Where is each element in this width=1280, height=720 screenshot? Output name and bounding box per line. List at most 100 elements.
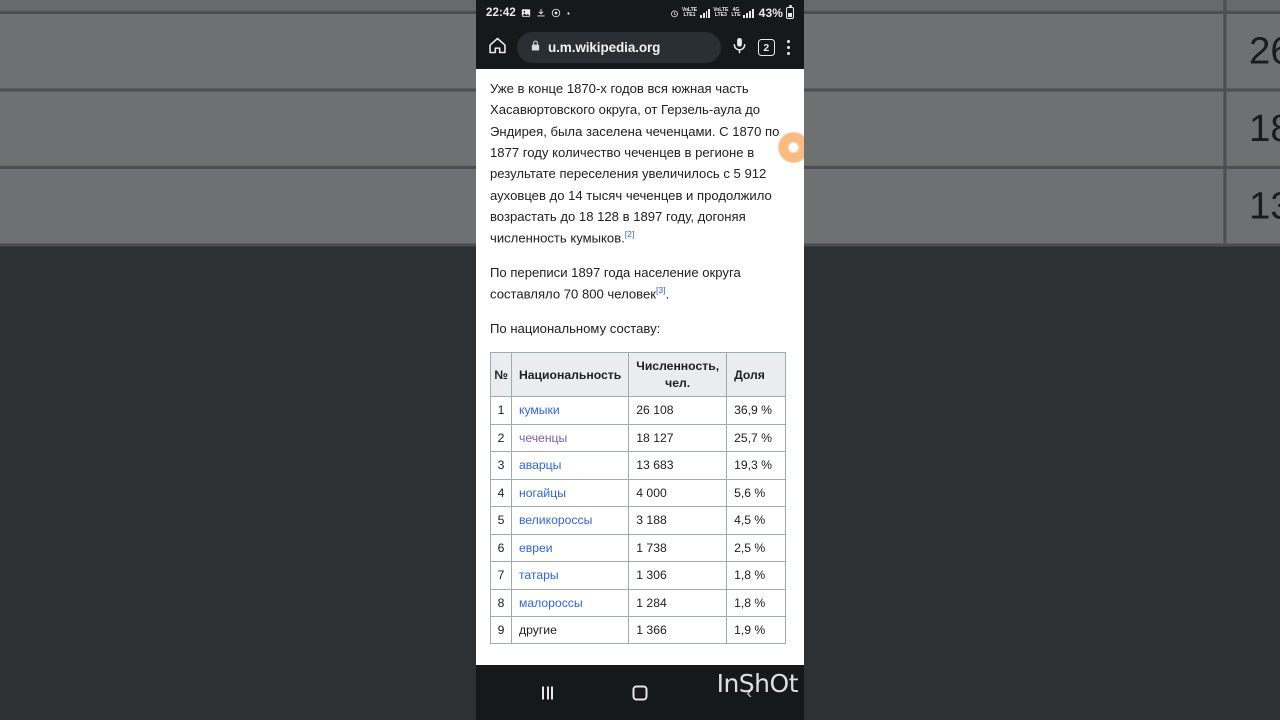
nationality-link[interactable]: чеченцы xyxy=(518,430,568,445)
tab-switcher-icon[interactable]: 2 xyxy=(757,39,775,56)
status-bar-right: VoLTE LTE1 VoLTE LTE3 4G LTE 43% xyxy=(670,5,794,20)
cell-share: 4,5 % xyxy=(726,506,786,535)
cell-count: 13 683 xyxy=(628,451,728,480)
cell-number: 7 xyxy=(490,561,512,590)
table-row: 9 другие 1 366 1,9 % xyxy=(490,616,786,645)
reference-3[interactable]: [3] xyxy=(656,285,666,296)
nationality-link[interactable]: ногайцы xyxy=(518,485,566,500)
cell-nationality: аварцы xyxy=(510,451,630,480)
table-body: 1 кумыки 26 108 36,9 % 2 чеченцы 18 127 … xyxy=(490,396,786,645)
cell-share: 36,9 % xyxy=(726,396,786,425)
android-navigation-bar: ‹ InShOt xyxy=(476,665,804,720)
cell-share: 1,9 % xyxy=(726,616,786,645)
cell-number: 6 xyxy=(490,533,512,563)
table-row: 8 малороссы 1 284 1,8 % xyxy=(490,588,786,618)
signal-bars-sim1-icon xyxy=(700,8,711,18)
paragraph-composition-lead: По национальному составу: xyxy=(490,321,661,336)
nationality-link[interactable]: евреи xyxy=(518,540,553,555)
microphone-icon[interactable] xyxy=(730,36,749,60)
table-row: 2 чеченцы 18 127 25,7 % xyxy=(490,423,786,453)
table-head: № Национальность Численность, чел. Доля xyxy=(490,352,786,398)
nationality-link[interactable]: малороссы xyxy=(518,595,583,610)
recents-icon[interactable] xyxy=(542,686,554,699)
nationality-link[interactable]: великороссы xyxy=(518,513,593,528)
table-row: 1 кумыки 26 108 36,9 % xyxy=(490,396,786,425)
cell-number: 3 xyxy=(490,451,512,480)
photo-icon xyxy=(521,8,531,18)
cell-number: 1 xyxy=(490,396,512,425)
nationality-link[interactable]: кумыки xyxy=(518,403,560,418)
th-number: № xyxy=(490,352,512,398)
cell-count: 1 306 xyxy=(628,561,728,590)
cell-nationality: малороссы xyxy=(510,588,630,618)
cell-nationality: татары xyxy=(510,561,630,590)
cell-number: 2 xyxy=(490,423,512,453)
cell-nationality: ногайцы xyxy=(510,478,630,508)
cell-nationality: чеченцы xyxy=(510,423,630,453)
status-time: 22:42 xyxy=(486,7,516,19)
th-count-line2: чел. xyxy=(665,375,691,390)
signal-bars-sim2-icon xyxy=(743,8,754,18)
cell-count: 4 000 xyxy=(628,478,728,508)
paragraph-migration: Уже в конце 1870-х годов вся южная часть… xyxy=(490,78,790,249)
cell-count: 3 188 xyxy=(628,506,728,535)
cell-count: 1 366 xyxy=(628,616,728,645)
download-complete-icon xyxy=(536,8,546,18)
back-icon[interactable]: ‹ xyxy=(746,682,752,702)
cell-share: 5,6 % xyxy=(726,478,786,508)
overflow-menu-icon[interactable] xyxy=(784,38,793,57)
cell-share: 25,7 % xyxy=(726,423,786,453)
cell-count: 26 108 xyxy=(628,396,728,425)
battery-percent-label: 43% xyxy=(758,6,783,20)
table-header-row: № Национальность Численность, чел. Доля xyxy=(490,352,786,398)
lock-icon xyxy=(530,39,541,57)
reference-2[interactable]: [2] xyxy=(624,229,635,240)
inshot-watermark: InShOt xyxy=(716,669,799,698)
nationality-link[interactable]: татары xyxy=(518,568,559,583)
table-row: 7 татары 1 306 1,8 % xyxy=(490,561,786,590)
th-share: Доля xyxy=(726,352,786,398)
web-page-content[interactable]: Уже в конце 1870-х годов вся южная часть… xyxy=(476,69,804,665)
volte-sim2-icon: VoLTE LTE3 xyxy=(713,6,729,18)
cell-number: 4 xyxy=(490,478,512,508)
cell-count: 1 738 xyxy=(628,533,728,563)
cell-nationality: евреи xyxy=(510,533,630,563)
th-count-line1: Численность, xyxy=(636,359,720,374)
cell-number: 8 xyxy=(490,588,512,618)
paragraph-migration-text: Уже в конце 1870-х годов вся южная часть… xyxy=(490,81,780,246)
alarm-icon xyxy=(670,9,679,18)
cell-number: 9 xyxy=(490,616,512,645)
dot-icon xyxy=(566,11,571,16)
status-bar-left: 22:42 xyxy=(486,7,571,19)
cell-nationality: кумыки xyxy=(510,396,630,425)
cell-number: 5 xyxy=(490,506,512,535)
population-table: № Национальность Численность, чел. Доля … xyxy=(490,352,786,645)
network-type-4g-icon: 4G LTE xyxy=(731,6,741,18)
home-square-icon[interactable] xyxy=(632,685,648,700)
table-row: 6 евреи 1 738 2,5 % xyxy=(490,533,786,563)
paragraph-census: По переписи 1897 года население округа с… xyxy=(490,264,741,302)
home-icon[interactable] xyxy=(487,35,508,61)
address-bar[interactable]: u.m.wikipedia.org xyxy=(517,32,721,63)
url-text: u.m.wikipedia.org xyxy=(548,40,661,55)
status-bar: 22:42 VoLTE LTE1 VoLTE xyxy=(476,0,804,26)
browser-toolbar: u.m.wikipedia.org 2 xyxy=(476,26,804,69)
table-row: 3 аварцы 13 683 19,3 % xyxy=(490,451,786,480)
data-saver-icon xyxy=(551,8,561,18)
phone-screen-recording: 22:42 VoLTE LTE1 VoLTE xyxy=(476,0,804,720)
cell-count: 18 127 xyxy=(628,423,728,453)
table-row: 4 ногайцы 4 000 5,6 % xyxy=(490,478,786,508)
th-count: Численность, чел. xyxy=(628,352,728,398)
volte-sim1-icon: VoLTE LTE1 xyxy=(681,6,698,18)
paragraph-census-text: По переписи 1897 года население округа с… xyxy=(490,264,741,302)
cell-nationality: другие xyxy=(510,616,630,645)
cell-share: 1,8 % xyxy=(726,588,786,618)
cell-nationality: великороссы xyxy=(510,506,630,535)
battery-icon xyxy=(786,5,794,19)
cell-count: 1 284 xyxy=(628,588,728,618)
nationality-link[interactable]: аварцы xyxy=(518,458,562,473)
cell-share: 19,3 % xyxy=(726,451,786,480)
th-nationality: Национальность xyxy=(510,352,630,398)
table-row: 5 великороссы 3 188 4,5 % xyxy=(490,506,786,535)
cell-share: 1,8 % xyxy=(726,561,786,590)
